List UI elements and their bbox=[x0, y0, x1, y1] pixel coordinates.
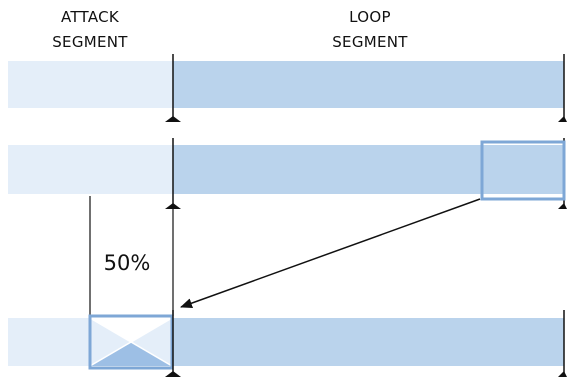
loop-segment bbox=[173, 145, 564, 194]
crossfade-region-box bbox=[88, 314, 174, 370]
loop-start-tick bbox=[165, 371, 181, 377]
crossfade-percent-label: 50% bbox=[104, 251, 151, 275]
loop-label-line1: LOOP bbox=[349, 8, 391, 26]
row-loop-end-selected bbox=[8, 138, 567, 209]
attack-segment bbox=[8, 61, 173, 108]
loop-end-tick bbox=[558, 371, 567, 377]
attack-label-line1: ATTACK bbox=[61, 8, 120, 26]
fade-in-triangle bbox=[90, 342, 172, 366]
copy-arrow bbox=[180, 198, 481, 308]
loop-segment bbox=[173, 61, 564, 108]
loop-end-region-box bbox=[480, 140, 566, 201]
fade-diagonal bbox=[89, 317, 173, 367]
loop-start-tick bbox=[165, 116, 181, 122]
loop-label-line2: SEGMENT bbox=[332, 33, 408, 51]
row-original bbox=[8, 54, 567, 122]
loop-end-tick bbox=[558, 116, 567, 122]
loop-segment bbox=[173, 318, 564, 366]
attack-label-line2: SEGMENT bbox=[52, 33, 128, 51]
row-crossfaded bbox=[8, 310, 567, 377]
loop-end-tick bbox=[558, 203, 567, 209]
attack-segment bbox=[8, 145, 173, 194]
fade-out-triangle bbox=[90, 318, 172, 342]
